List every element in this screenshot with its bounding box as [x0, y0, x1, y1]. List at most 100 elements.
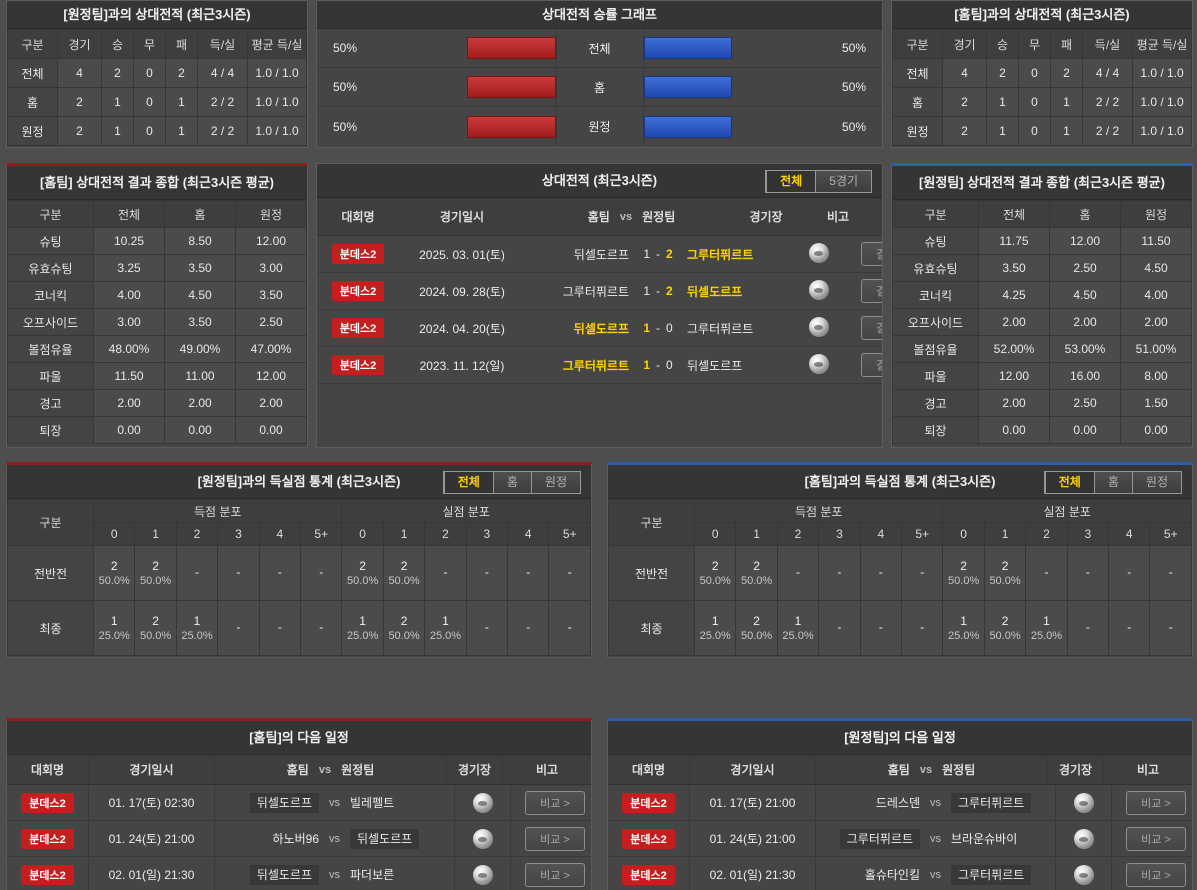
result-button[interactable]: 결과 > [861, 316, 882, 340]
stadium-globe-icon[interactable] [1073, 792, 1094, 813]
col-header: 구분 [7, 499, 94, 546]
vs-label: vs [930, 796, 941, 809]
schedule-row: 분데스2 01. 17(토) 02:30 뒤셀도르프 vs 빌레펠트 비교 > [7, 785, 591, 821]
dist-cell: - [217, 600, 260, 656]
panel-goals-vs-away: [원정팀]과의 득실점 통계 (최근3시즌) 전체 홈 원정 구분 득점 분포 실점… [6, 462, 592, 658]
stadium-globe-icon[interactable] [809, 279, 829, 300]
col-header: 3 [217, 522, 260, 546]
stat-cell: 3.00 [235, 254, 307, 282]
tab[interactable]: 홈 [492, 472, 531, 493]
dist-cell: 2 50.0% [942, 545, 985, 601]
schedule-row: 분데스2 01. 24(토) 21:00 하노버96 vs 뒤셀도르프 비교 > [7, 821, 591, 857]
stat-cell: 4.25 [978, 281, 1050, 309]
col-header: 4 [859, 522, 903, 546]
table-row: 최종 1 25.0% 2 50.0% 1 25.0% - - - 1 25.0% 2 50… [7, 600, 591, 656]
match-score: 1 - 0 [629, 321, 687, 335]
stat-cell: 1 [986, 116, 1019, 146]
dist-cell: - [548, 600, 591, 656]
tab[interactable]: 원정 [530, 472, 580, 493]
row-label: 볼점유율 [7, 335, 94, 363]
col-header: 5+ [548, 522, 591, 546]
stadium-globe-icon[interactable] [1073, 828, 1094, 849]
stadium-globe-icon[interactable] [809, 353, 829, 374]
panel-title: 상대전적 승률 그래프 [317, 1, 882, 29]
dist-cell: 2 50.0% [735, 600, 778, 656]
away-bar-track [643, 107, 821, 146]
panel-h2h-vs-home: [홈팀]과의 상대전적 (최근3시즌) 구분 경기 승 무 패 득/실 평균 득… [891, 0, 1193, 148]
tab[interactable]: 홈 [1093, 472, 1132, 493]
stat-cell: 1.0 / 1.0 [247, 116, 307, 146]
dist-cell: - [217, 545, 260, 601]
stadium-globe-icon[interactable] [809, 242, 829, 263]
league-badge: 분데스2 [331, 318, 385, 338]
table-row: 슈팅 11.75 12.00 11.50 [892, 227, 1192, 255]
dist-cell: - [901, 600, 944, 656]
stat-cell: 2.00 [978, 308, 1050, 336]
col-header: 원정 [235, 200, 307, 228]
stadium-globe-icon[interactable] [1073, 864, 1094, 885]
stat-cell: 1 [1050, 116, 1083, 146]
vs-label: vs [318, 763, 332, 776]
col-header-away: 원정팀 [642, 210, 676, 224]
tab[interactable]: 전체 [1044, 472, 1094, 493]
col-header: 평균 득/실 [1132, 29, 1192, 59]
dist-cell: - [300, 600, 343, 656]
stat-cell: 0 [133, 116, 166, 146]
stat-cell: 2 [101, 58, 134, 88]
league-badge: 분데스2 [21, 864, 74, 885]
stat-cell: 1 [165, 87, 198, 117]
result-button[interactable]: 결과 > [861, 353, 882, 377]
dist-cell: 1 25.0% [175, 600, 219, 656]
match-date: 02. 01(일) 21:30 [89, 857, 215, 890]
stat-cell: 3.50 [164, 254, 236, 282]
compare-button[interactable]: 비교 > [1126, 826, 1186, 851]
compare-button[interactable]: 비교 > [525, 790, 585, 815]
compare-button[interactable]: 비교 > [525, 826, 585, 851]
stat-cell: 0.00 [93, 416, 165, 444]
vs-label: vs [619, 210, 633, 223]
league-badge: 분데스2 [622, 864, 675, 885]
stadium-globe-icon[interactable] [472, 828, 493, 849]
graph-row-label: 홈 [555, 68, 644, 106]
stat-cell: 4 / 4 [197, 58, 248, 88]
col-header: 2 [1025, 522, 1068, 546]
table-row: 홈 2 1 0 1 2 / 2 1.0 / 1.0 [892, 87, 1192, 117]
stat-cell: 4 [942, 58, 987, 88]
result-button[interactable]: 결과 > [861, 279, 882, 303]
tab[interactable]: 원정 [1131, 472, 1181, 493]
tab[interactable]: 전체 [443, 472, 493, 493]
stat-cell: 1 [101, 116, 134, 146]
league-badge: 분데스2 [331, 355, 385, 375]
dist-cell: - [1149, 545, 1192, 601]
schedule-list: 분데스2 01. 17(토) 02:30 뒤셀도르프 vs 빌레펠트 비교 > … [7, 785, 591, 890]
compare-button[interactable]: 비교 > [1126, 862, 1186, 887]
col-header: 4 [507, 522, 550, 546]
row-label: 볼점유율 [892, 335, 979, 363]
compare-button[interactable]: 비교 > [525, 862, 585, 887]
tab[interactable]: 전체 [766, 171, 816, 192]
panel-goals-vs-home: [홈팀]과의 득실점 통계 (최근3시즌) 전체 홈 원정 구분 득점 분포 실점 … [607, 462, 1193, 658]
stat-cell: 47.00% [235, 335, 307, 363]
stadium-globe-icon[interactable] [472, 864, 493, 885]
tab[interactable]: 5경기 [815, 171, 871, 192]
stat-cell: 1 [165, 116, 198, 146]
stat-cell: 2 / 2 [1082, 116, 1133, 146]
goals-vs-home-table: 구분 득점 분포 실점 분포 0 1 2 3 4 5+ 0 1 2 [608, 499, 1192, 656]
stadium-globe-icon[interactable] [809, 316, 829, 337]
away-team: 브라운슈바이 [951, 832, 1018, 846]
result-button[interactable]: 결과 > [861, 242, 882, 266]
stadium-globe-icon[interactable] [472, 792, 493, 813]
compare-button[interactable]: 비교 > [1126, 790, 1186, 815]
row-label: 전반전 [7, 545, 94, 601]
vs-label: vs [329, 868, 340, 881]
match-date: 2025. 03. 01(토) [419, 247, 505, 262]
home-team: 그루터퓌르트 [562, 284, 629, 299]
stat-cell: 1 [986, 87, 1019, 117]
stat-cell: 2.50 [235, 308, 307, 336]
stat-cell: 3.00 [93, 308, 165, 336]
col-header-date: 경기일시 [690, 755, 816, 784]
match-row: 분데스2 2024. 09. 28(토) 그루터퓌르트 1 - 2 뒤셀도르프 [317, 273, 882, 310]
dist-cell: 2 50.0% [341, 545, 384, 601]
away-score: 0 [666, 321, 673, 335]
dist-cell: 2 50.0% [382, 545, 426, 601]
